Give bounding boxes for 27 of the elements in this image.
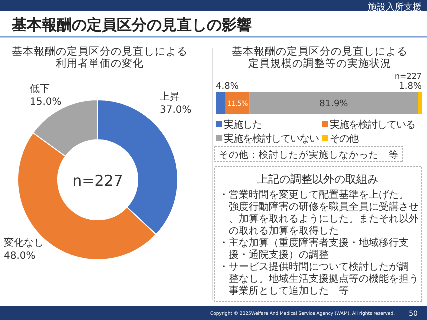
text: n=227 [72, 172, 124, 190]
text: n=227 [394, 72, 422, 81]
text: 施設入所支援 [368, 2, 422, 13]
bar [216, 92, 226, 114]
text: ・サービス提供時間について検討したが調整なし。地域生活支援拠点等の機能を担う事業所として追加した 等 [219, 261, 419, 297]
legend-label: 実施を検討している [330, 119, 416, 131]
legend-label: 実施を検討していない [224, 133, 320, 145]
text: その他：検討したが実施しなかった 等 [219, 149, 399, 161]
data-label: 15.0% [30, 97, 62, 108]
text: ・主な加算（重度障害者支援・地域移行支援・通院支援）の調整 [219, 237, 409, 261]
data-label: 48.0% [4, 251, 36, 262]
legend-label: その他 [330, 133, 359, 145]
legend-label: 実施した [224, 119, 262, 131]
text: 基本報酬の定員区分の見直しの影響 [11, 16, 252, 34]
text: 上記の調整以外の取組み [258, 173, 378, 186]
chart-title: 基本報酬の定員区分の見直しによる利用者単価の変化 [12, 45, 188, 70]
chart-title: 基本報酬の定員区分の見直しによる定員規模の調整等の実施状況 [232, 45, 408, 70]
bar [418, 92, 422, 114]
slice-label: 変化なし [4, 237, 44, 249]
bar [250, 92, 418, 114]
data-label: 1.8% [399, 82, 422, 92]
data-label: 37.0% [160, 105, 192, 116]
text: ・営業時間を変更して配置基準を上げた。強度行動障害の研修を職員全員に受講させ、加算を取れるようにした。またそれ以外の取れる加算を取得した [219, 189, 419, 237]
slice-label: 上昇 [160, 91, 180, 103]
data-label: 81.9% [320, 100, 349, 110]
slice-label: 低下 [30, 84, 50, 95]
data-label: 4.8% [216, 82, 240, 92]
